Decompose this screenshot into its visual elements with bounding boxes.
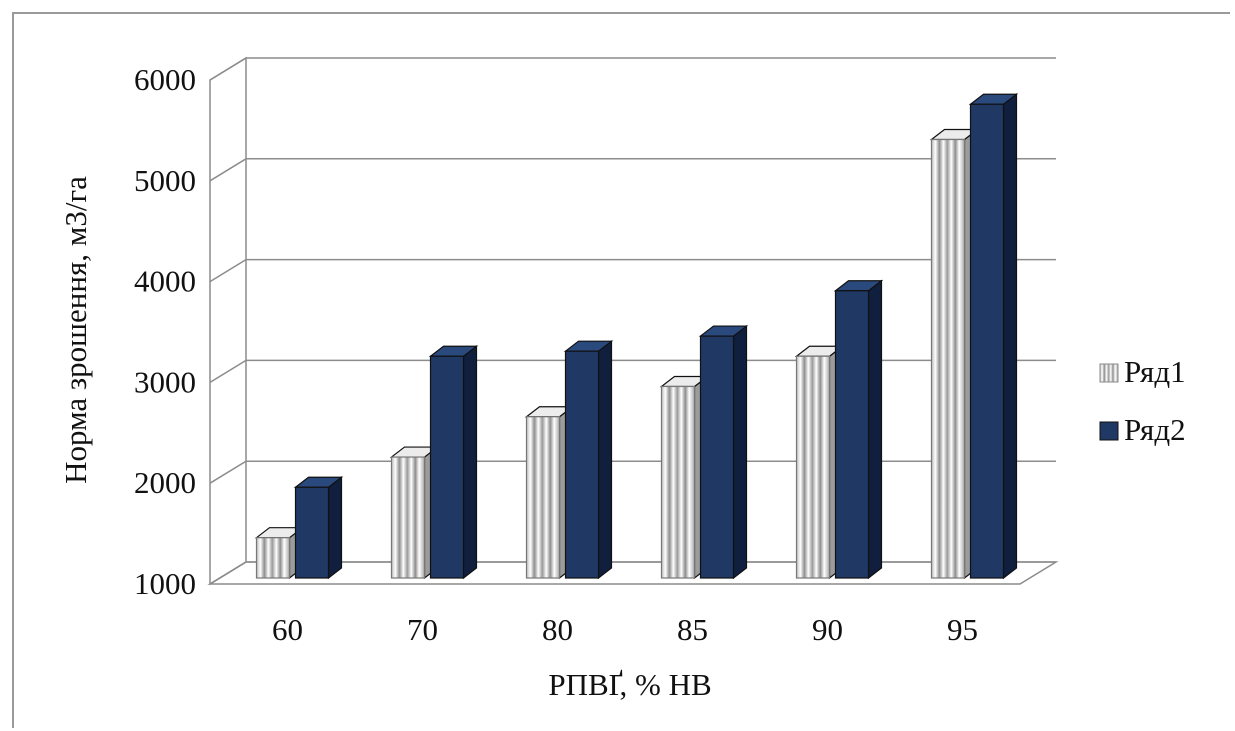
bar-2-80 bbox=[563, 339, 614, 580]
x-tick-label: 85 bbox=[677, 612, 708, 647]
bars bbox=[254, 93, 1019, 580]
gridline bbox=[209, 258, 1056, 283]
bar-2-95 bbox=[968, 93, 1019, 580]
gridline bbox=[209, 57, 1056, 81]
x-tick-label: 70 bbox=[407, 612, 438, 647]
gridline bbox=[209, 359, 1056, 384]
bar-1-70 bbox=[389, 445, 440, 580]
legend: Ряд1 Ряд2 bbox=[1099, 354, 1186, 447]
y-tick-label: 4000 bbox=[134, 264, 196, 299]
legend-label: Ряд1 bbox=[1124, 354, 1186, 389]
bar-2-85 bbox=[698, 324, 749, 580]
gridline bbox=[209, 561, 1056, 585]
bar-1-95 bbox=[929, 128, 980, 580]
legend-label: Ряд2 bbox=[1124, 412, 1186, 447]
x-tick-label: 80 bbox=[542, 612, 573, 647]
bar-2-60 bbox=[293, 476, 344, 580]
gridlines bbox=[209, 57, 1056, 585]
x-tick-label: 60 bbox=[272, 612, 303, 647]
bar-2-90 bbox=[833, 279, 884, 580]
bar-2-70 bbox=[428, 345, 479, 580]
side-wall bbox=[209, 56, 247, 586]
x-tick-labels: 60 70 80 85 90 95 bbox=[272, 612, 978, 647]
legend-swatch bbox=[1099, 421, 1119, 441]
y-tick-label: 1000 bbox=[134, 566, 196, 601]
y-axis-label: Норма зрошення, м3/га bbox=[58, 176, 93, 484]
x-tick-label: 95 bbox=[947, 612, 978, 647]
y-tick-label: 2000 bbox=[134, 465, 196, 500]
chart-frame bbox=[12, 12, 1230, 728]
y-tick-label: 3000 bbox=[134, 364, 196, 399]
legend-swatch bbox=[1099, 363, 1119, 383]
gridline bbox=[209, 158, 1056, 182]
x-tick-label: 90 bbox=[812, 612, 843, 647]
y-tick-label: 6000 bbox=[134, 62, 196, 97]
gridline bbox=[209, 460, 1056, 484]
y-tick-labels: 1000 2000 3000 4000 5000 6000 bbox=[134, 62, 196, 601]
x-axis-label: РПВҐ, % НВ bbox=[548, 667, 711, 702]
y-tick-label: 5000 bbox=[134, 163, 196, 198]
